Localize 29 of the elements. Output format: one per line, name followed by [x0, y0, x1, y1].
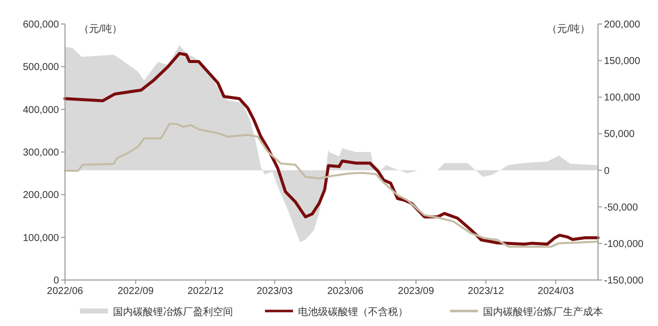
x-tick-label: 2022/12	[187, 286, 224, 297]
y-axis-title: （元/吨）	[79, 23, 122, 35]
x-tick-label: 2024/03	[538, 286, 574, 297]
y2-tick-label: 50,000	[604, 129, 636, 140]
y2-tick-label: 150,000	[604, 56, 641, 68]
line-series	[64, 122, 599, 248]
y-tick-label: 200,000	[22, 190, 60, 202]
y2-tick-label: -100,000	[604, 238, 644, 250]
y-tick-label: 600,000	[22, 20, 60, 30]
legend-label: 国内碳酸锂冶炼厂盈利空间	[113, 306, 233, 318]
x-tick-label: 2023/12	[468, 286, 504, 297]
y2-tick-label: 200,000	[604, 20, 641, 30]
x-tick-label: 2023/03	[256, 286, 294, 297]
y2-tick-label: 100,000	[604, 92, 641, 104]
y2-tick-label: 0	[604, 166, 610, 177]
x-tick-label: 2022/09	[118, 286, 154, 297]
legend-label: 国内碳酸锂冶炼厂生产成本	[483, 306, 603, 318]
y-tick-label: 500,000	[22, 62, 60, 74]
y2-tick-label: -150,000	[604, 276, 644, 286]
y-tick-label: 0	[53, 276, 60, 286]
y-tick-label: 100,000	[22, 232, 60, 244]
y-tick-label: 400,000	[22, 104, 60, 116]
y-tick-label: 300,000	[22, 148, 60, 158]
x-tick-label: 2022/06	[46, 286, 84, 297]
legend-label: 电池级碳酸锂（不含税）	[298, 306, 408, 318]
y2-tick-label: -50,000	[604, 202, 638, 214]
x-tick-label: 2023/06	[327, 286, 364, 297]
y2-axis-title: （元/吨）	[547, 23, 590, 35]
x-tick-label: 2023/09	[398, 286, 434, 297]
